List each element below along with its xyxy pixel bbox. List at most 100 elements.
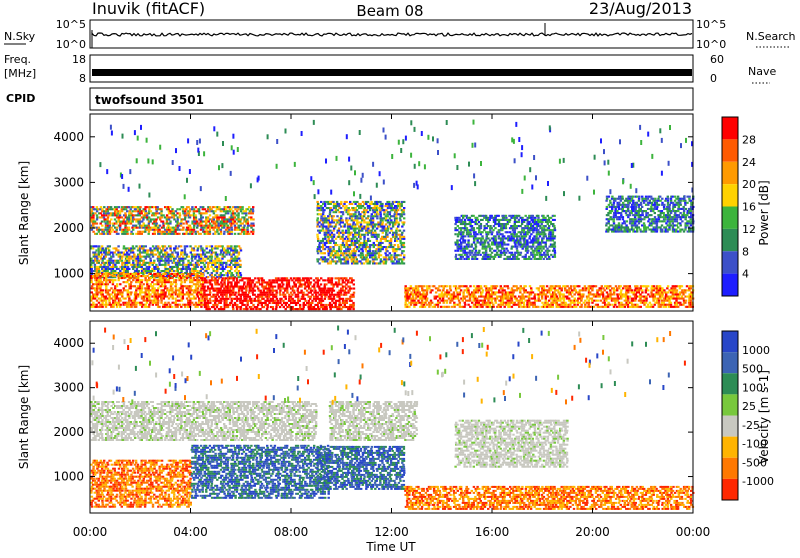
data-cell [458, 254, 460, 256]
data-cell [124, 225, 126, 227]
data-cell [130, 258, 132, 260]
data-cell [336, 201, 338, 203]
data-cell [489, 239, 491, 241]
data-cell [135, 298, 137, 300]
data-cell [234, 266, 236, 268]
data-cell [498, 235, 500, 237]
data-cell [220, 272, 222, 274]
data-cell [316, 226, 318, 228]
data-cell [355, 250, 357, 252]
data-cell [400, 254, 402, 256]
data-cell [353, 221, 355, 223]
data-cell [333, 296, 335, 298]
data-cell [343, 246, 345, 248]
data-cell [361, 252, 363, 254]
data-cell [256, 281, 258, 283]
data-cell [317, 223, 319, 225]
data-cell [191, 229, 193, 231]
data-cell [206, 298, 208, 300]
data-cell [349, 226, 351, 228]
data-cell [474, 256, 476, 258]
data-cell [352, 279, 354, 281]
data-cell [403, 221, 405, 223]
data-cell [194, 268, 196, 270]
data-cell [103, 300, 105, 302]
data-cell [390, 244, 392, 246]
data-cell [365, 232, 367, 234]
data-cell [275, 306, 277, 308]
data-cell [121, 208, 123, 210]
data-cell [254, 306, 256, 308]
data-cell [345, 205, 347, 207]
data-cell [322, 294, 324, 296]
data-cell [146, 281, 148, 283]
data-cell [90, 266, 92, 268]
data-cell [365, 244, 367, 246]
data-cell [126, 233, 128, 235]
freq-strip-frame [90, 55, 693, 82]
data-cell [153, 270, 155, 272]
data-cell [380, 254, 382, 256]
data-cell [356, 228, 358, 230]
data-cell [539, 231, 541, 233]
data-cell [385, 219, 387, 221]
data-cell [148, 212, 150, 214]
data-cell [160, 210, 162, 212]
nave-tick-top: 60 [710, 53, 724, 66]
data-cell [232, 288, 234, 290]
data-cell [232, 279, 234, 281]
data-cell [487, 221, 489, 223]
data-cell [509, 256, 511, 258]
data-cell [266, 298, 268, 300]
data-cell [460, 250, 462, 252]
data-cell [231, 300, 233, 302]
data-cell [146, 212, 148, 214]
data-cell [345, 248, 347, 250]
data-cell [525, 254, 527, 256]
data-cell [252, 210, 254, 212]
data-cell [135, 306, 137, 308]
data-cell [354, 230, 356, 232]
data-cell [237, 274, 239, 276]
data-cell [346, 302, 348, 304]
data-cell [218, 258, 220, 260]
data-cell [182, 252, 184, 254]
data-cell [473, 227, 475, 229]
data-cell [173, 256, 175, 258]
data-cell [363, 242, 365, 244]
data-cell [209, 294, 211, 296]
data-cell [185, 208, 187, 210]
data-cell [105, 262, 107, 264]
data-cell [243, 227, 245, 229]
data-cell [171, 268, 173, 270]
data-cell [132, 262, 134, 264]
data-cell [230, 254, 232, 256]
data-cell [345, 217, 347, 219]
data-cell [101, 296, 103, 298]
data-cell [200, 225, 202, 227]
data-cell [234, 247, 236, 249]
data-cell [480, 227, 482, 229]
data-cell [207, 276, 209, 278]
data-cell [374, 250, 376, 252]
data-cell [227, 249, 229, 251]
data-cell [519, 244, 521, 246]
data-cell [189, 298, 191, 300]
data-cell [379, 262, 381, 264]
data-cell [249, 296, 251, 298]
data-cell [240, 306, 242, 308]
data-cell [352, 223, 354, 225]
data-cell [216, 231, 218, 233]
data-cell [95, 245, 97, 247]
data-cell [146, 252, 148, 254]
data-cell [171, 254, 173, 256]
beam-title: Beam 08 [356, 2, 423, 20]
data-cell [338, 281, 340, 283]
data-cell [202, 229, 204, 231]
data-cell [503, 252, 505, 254]
data-cell [105, 268, 107, 270]
data-cell [340, 238, 342, 240]
data-cell [268, 288, 270, 290]
data-cell [139, 227, 141, 229]
data-cell [508, 215, 510, 217]
